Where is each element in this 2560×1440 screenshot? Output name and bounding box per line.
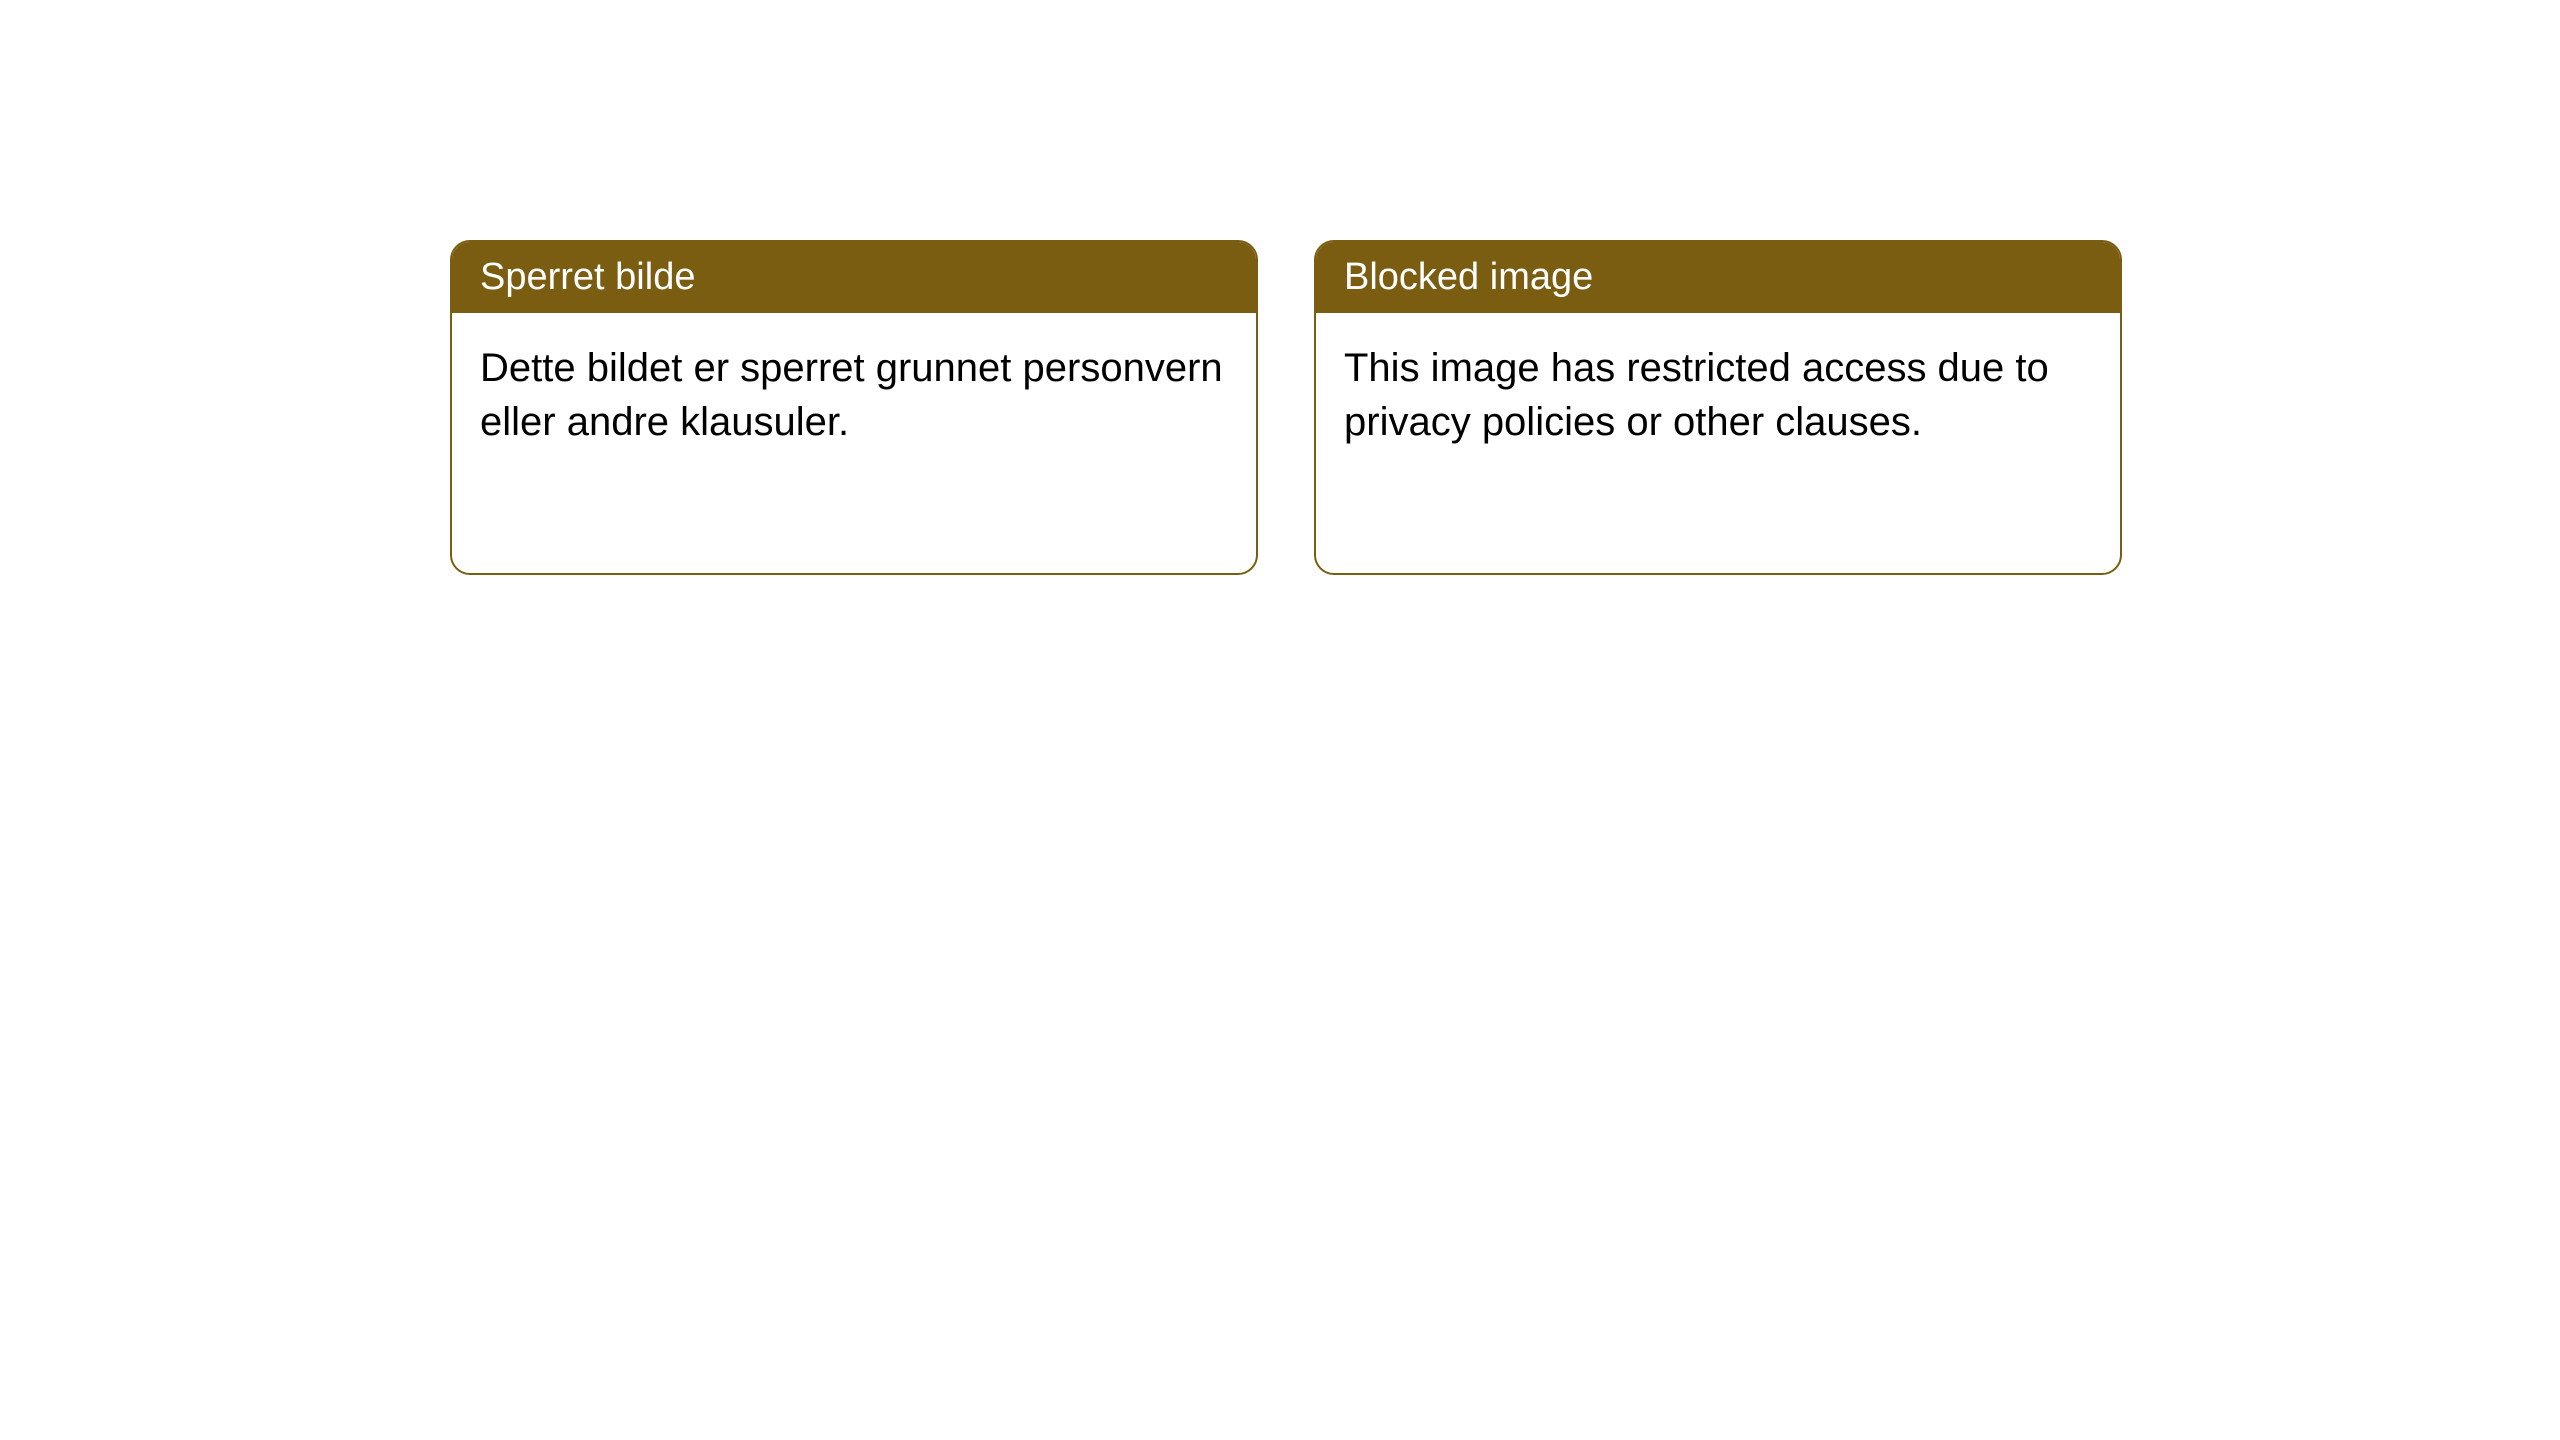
- notice-card-english: Blocked image This image has restricted …: [1314, 240, 2122, 575]
- card-header: Sperret bilde: [452, 242, 1256, 313]
- notice-card-norwegian: Sperret bilde Dette bildet er sperret gr…: [450, 240, 1258, 575]
- card-body: Dette bildet er sperret grunnet personve…: [452, 313, 1256, 573]
- card-header: Blocked image: [1316, 242, 2120, 313]
- card-body: This image has restricted access due to …: [1316, 313, 2120, 573]
- notice-cards-container: Sperret bilde Dette bildet er sperret gr…: [450, 240, 2122, 575]
